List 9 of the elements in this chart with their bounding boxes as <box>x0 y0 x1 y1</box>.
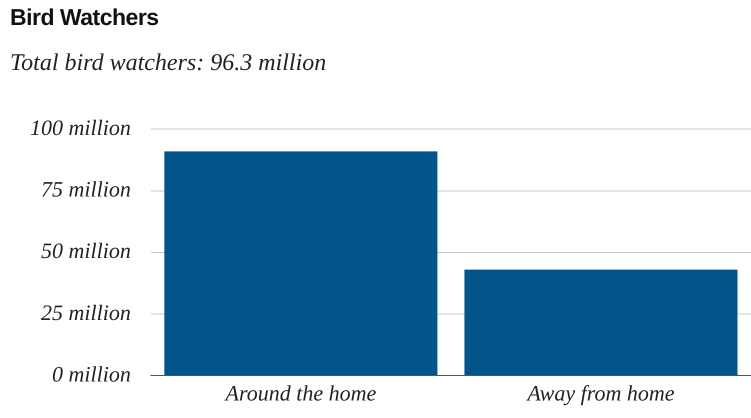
y-tick-label: 50 million <box>40 238 131 264</box>
y-tick-label: 100 million <box>30 114 131 140</box>
chart-title: Bird Watchers <box>10 4 159 31</box>
x-tick-label: Away from home <box>525 380 675 406</box>
chart-subtitle: Total bird watchers: 96.3 million <box>10 50 326 77</box>
y-tick-label: 75 million <box>40 176 131 202</box>
y-tick-label: 25 million <box>40 300 131 325</box>
x-tick-label: Around the home <box>224 380 376 406</box>
y-tick-label: 0 million <box>52 361 131 386</box>
